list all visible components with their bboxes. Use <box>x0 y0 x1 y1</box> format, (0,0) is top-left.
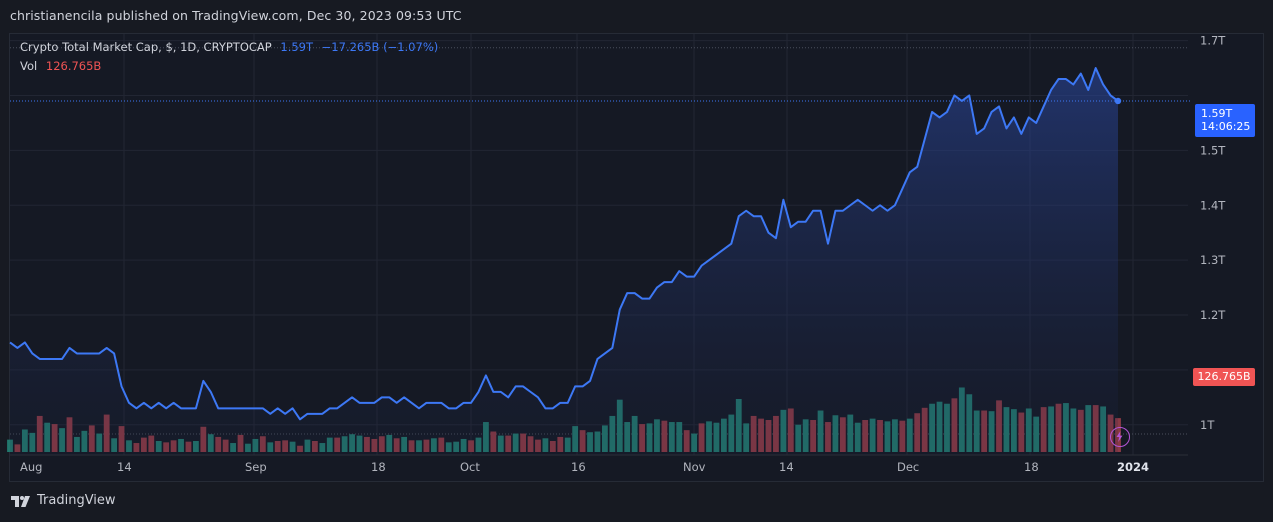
legend-change: −17.265B (−1.07%) <box>321 40 439 54</box>
footer-brand[interactable]: TradingView <box>37 493 116 508</box>
y-tick-label: 1.3T <box>1200 253 1226 267</box>
x-tick-label: Sep <box>245 460 267 474</box>
y-tick-label: 1T <box>1200 418 1215 432</box>
legend-vol-value: 126.765B <box>45 59 102 73</box>
current-price-value: 1.59T <box>1201 107 1233 120</box>
last-price-point <box>1114 97 1122 105</box>
legend-symbol: Crypto Total Market Cap, $, 1D, CRYPTOCA… <box>20 40 272 54</box>
legend-vol-label: Vol <box>20 59 38 73</box>
tradingview-logo-icon[interactable] <box>11 494 31 508</box>
x-tick-label: 16 <box>571 460 586 474</box>
x-tick-label: 14 <box>779 460 794 474</box>
x-tick-label: Oct <box>460 460 480 474</box>
y-tick-label: 1.2T <box>1200 308 1226 322</box>
current-volume-tag: 126.765B <box>1193 368 1255 386</box>
x-tick-label: 18 <box>1024 460 1039 474</box>
x-tick-label: Aug <box>20 460 42 474</box>
x-tick-label: Dec <box>897 460 919 474</box>
x-tick-label: 14 <box>117 460 132 474</box>
current-price-tag: 1.59T 14:06:25 <box>1195 104 1255 137</box>
legend-main: Crypto Total Market Cap, $, 1D, CRYPTOCA… <box>20 40 443 54</box>
x-tick-label: Nov <box>683 460 706 474</box>
x-tick-label: 2024 <box>1117 460 1149 474</box>
bar-countdown: 14:06:25 <box>1201 120 1251 133</box>
y-tick-label: 1.5T <box>1200 143 1226 157</box>
footer: TradingView <box>11 493 116 508</box>
publish-info: christianencila published on TradingView… <box>10 8 462 23</box>
x-tick-label: 18 <box>371 460 386 474</box>
lightning-icon[interactable] <box>1110 427 1130 447</box>
price-area-fill <box>10 68 1118 456</box>
y-tick-label: 1.4T <box>1200 198 1226 212</box>
legend-price: 1.59T <box>280 40 314 54</box>
y-tick-label: 1.7T <box>1200 34 1226 48</box>
price-line <box>9 67 1119 421</box>
legend-volume: Vol 126.765B <box>20 59 106 73</box>
